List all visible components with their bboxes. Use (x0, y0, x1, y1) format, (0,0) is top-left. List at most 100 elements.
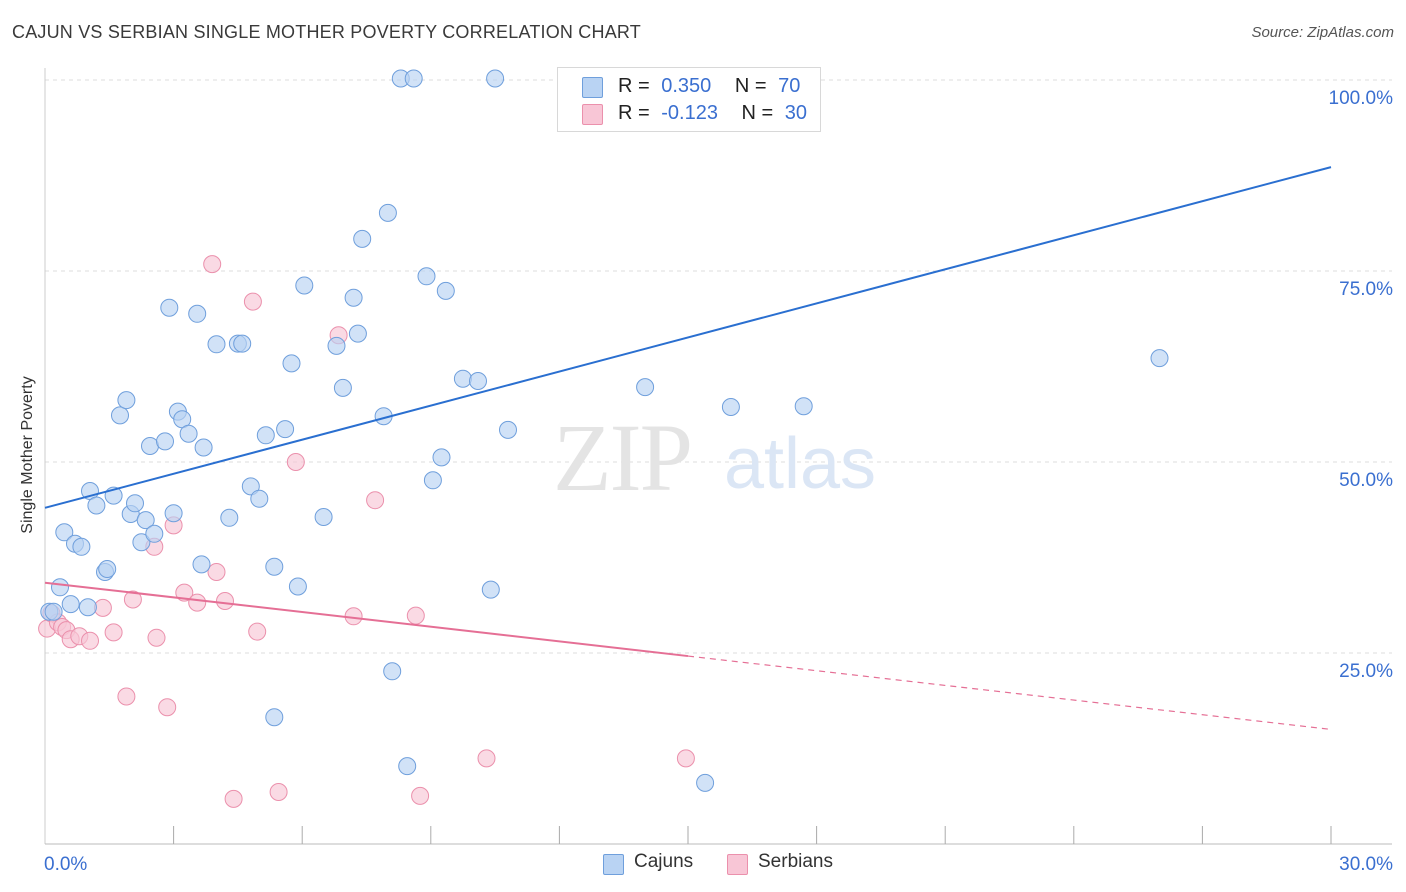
serbian-point (123, 590, 142, 609)
cajun-point (276, 420, 295, 439)
serbian-point (269, 783, 288, 801)
cajun-point (696, 773, 715, 792)
source-label: Source: ZipAtlas.com (1251, 24, 1394, 41)
serbian-point (104, 623, 123, 642)
n-label: N = (734, 75, 767, 97)
cajun-point (265, 708, 284, 727)
cajun-point (636, 378, 655, 397)
cajun-point (481, 580, 500, 599)
cajun-point (453, 369, 472, 388)
cajun-point (160, 298, 179, 317)
bottom-legend-serbians: Serbians (727, 851, 833, 875)
cajun-point (87, 496, 106, 515)
cajun-point (378, 203, 397, 222)
cajun-point (220, 508, 239, 527)
serbians-trend-line (44, 581, 689, 658)
watermark-atlas: atlas (724, 424, 876, 504)
cajun-point (250, 489, 269, 508)
correlation-legend: R = 0.350 N = 70 R = -0.123 N = 30 (557, 67, 821, 132)
serbian-point (243, 292, 262, 311)
serbian-point (411, 786, 430, 805)
x-tick-label: 30.0% (1339, 854, 1393, 875)
serbian-point (286, 453, 305, 471)
cajun-point (145, 524, 164, 543)
tick-labels: 100.0% 75.0% 50.0% 25.0% 0.0% 30.0% (44, 88, 1393, 875)
serbian-point (477, 749, 496, 768)
cajun-point (344, 288, 363, 307)
y-tick-label: 75.0% (1339, 279, 1393, 300)
cajun-point (233, 334, 252, 353)
r-label: R = (618, 75, 650, 97)
y-tick-label: 25.0% (1339, 661, 1393, 682)
serbian-point (406, 606, 425, 625)
cajun-point (295, 276, 314, 295)
cajun-point (383, 662, 402, 681)
cajuns-r-value: 0.350 (661, 75, 712, 97)
serbians-points (38, 255, 695, 808)
serbian-point (203, 255, 222, 274)
serbians-r-value: -0.123 (661, 102, 718, 124)
serbians-legend-label: Serbians (758, 851, 833, 872)
chart-title: CAJUN VS SERBIAN SINGLE MOTHER POVERTY C… (12, 22, 641, 42)
serbian-point (117, 687, 136, 706)
cajun-point (256, 426, 275, 445)
serbians-swatch (582, 104, 603, 125)
cajun-point (55, 523, 74, 542)
serbian-point (93, 598, 112, 617)
serbian-point (248, 622, 267, 641)
cajun-point (207, 335, 226, 354)
cajun-point (126, 494, 144, 513)
cajun-point (721, 398, 740, 416)
cajun-point (117, 391, 136, 410)
serbian-point (158, 698, 177, 717)
serbian-point (147, 628, 166, 647)
cajun-point (156, 432, 174, 451)
cajun-point (282, 354, 301, 373)
cajun-point (78, 598, 97, 617)
cajun-point (432, 448, 451, 467)
serbian-point (188, 593, 207, 612)
cajun-point (265, 557, 284, 576)
cajun-point (398, 757, 417, 776)
cajuns-n-value: 70 (778, 75, 801, 97)
cajun-point (72, 537, 91, 556)
cajun-point (314, 508, 333, 526)
cajuns-trend-line (44, 166, 1332, 509)
cajun-point (192, 555, 211, 574)
cajun-point (794, 397, 813, 416)
y-tick-label: 50.0% (1339, 470, 1393, 491)
r-label: R = (618, 102, 650, 124)
cajun-point (132, 533, 151, 552)
cajun-point (164, 504, 183, 523)
trend-lines (44, 166, 1332, 730)
gridlines (45, 79, 1392, 654)
cajun-point (333, 378, 352, 397)
cajun-point (486, 69, 505, 88)
cajun-point (499, 420, 517, 439)
cajun-point (61, 595, 80, 614)
watermark: ZIP atlas (553, 404, 876, 511)
serbians-n-value: 30 (784, 102, 808, 124)
serbian-point (676, 749, 695, 768)
cajun-point (188, 304, 207, 323)
cajun-point (136, 511, 155, 530)
cajuns-swatch (603, 854, 624, 875)
serbian-point (81, 631, 99, 650)
axes (44, 68, 1392, 845)
cajuns-swatch (582, 77, 603, 98)
cajun-point (111, 406, 129, 425)
cajun-point (1150, 349, 1169, 368)
cajun-point (141, 437, 159, 455)
serbian-point (207, 563, 226, 581)
watermark-zip: ZIP (553, 404, 691, 511)
serbian-point (216, 592, 234, 610)
cajun-point (348, 324, 367, 343)
bottom-legend-cajuns: Cajuns (603, 851, 694, 875)
cajuns-legend-label: Cajuns (634, 851, 694, 872)
cajun-point (51, 578, 69, 597)
cajun-point (436, 281, 455, 300)
cajun-point (327, 336, 346, 355)
serbian-point (366, 491, 385, 510)
cajun-point (423, 471, 442, 490)
